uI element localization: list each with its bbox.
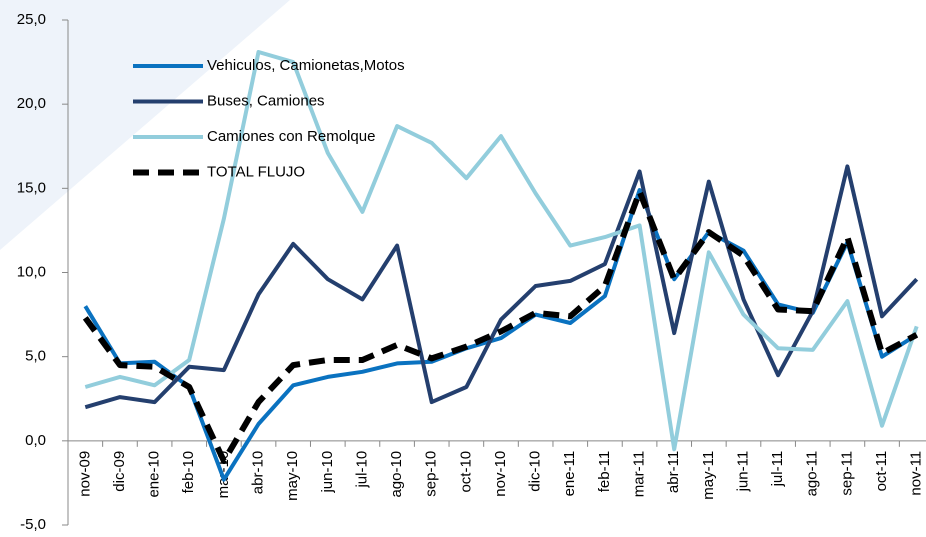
x-tick-label: oct-11 — [873, 451, 890, 492]
x-tick-label: jul-10 — [353, 451, 370, 489]
legend-label: Vehiculos, Camionetas,Motos — [207, 57, 405, 74]
x-tick-label: ago-11 — [804, 451, 821, 497]
x-tick-label: nov-10 — [492, 451, 509, 497]
y-tick-label: 25,0 — [17, 11, 46, 28]
legend-label: Buses, Camiones — [207, 92, 325, 109]
x-tick-label: ene-10 — [146, 451, 163, 498]
x-tick-label: feb-11 — [596, 451, 613, 492]
y-tick-label: -5,0 — [20, 516, 46, 533]
x-tick-label: nov-11 — [908, 451, 925, 496]
x-tick-label: jul-11 — [769, 451, 786, 488]
x-tick-label: sep-11 — [838, 451, 855, 496]
y-tick-label: 5,0 — [25, 348, 46, 365]
y-tick-label: 15,0 — [17, 179, 46, 196]
x-tick-label: jun-10 — [319, 451, 336, 494]
x-tick-label: sep-10 — [423, 451, 440, 497]
x-tick-label: abr-10 — [249, 451, 266, 494]
x-tick-label: ene-11 — [561, 451, 578, 497]
x-tick-label: jun-11 — [734, 451, 751, 493]
x-tick-label: oct-10 — [457, 451, 474, 493]
x-tick-label: dic-09 — [111, 451, 128, 492]
y-tick-label: 0,0 — [25, 432, 46, 449]
x-tick-label: dic-10 — [527, 451, 544, 492]
x-tick-label: mar-11 — [631, 451, 648, 497]
series-line — [82, 188, 919, 464]
x-tick-label: may-10 — [284, 451, 301, 501]
legend-label: Camiones con Remolque — [207, 128, 375, 145]
x-tick-label: nov-09 — [76, 451, 93, 497]
x-tick-label: abr-11 — [665, 451, 682, 493]
y-tick-label: 20,0 — [17, 95, 46, 112]
background-shape — [0, 0, 290, 250]
series-line — [84, 164, 919, 410]
x-tick-label: ago-10 — [388, 451, 405, 498]
legend-label: TOTAL FLUJO — [207, 163, 305, 180]
x-tick-label: may-11 — [700, 451, 717, 500]
series-line — [84, 50, 919, 452]
y-tick-label: 10,0 — [17, 263, 46, 280]
x-tick-label: feb-10 — [180, 451, 197, 494]
